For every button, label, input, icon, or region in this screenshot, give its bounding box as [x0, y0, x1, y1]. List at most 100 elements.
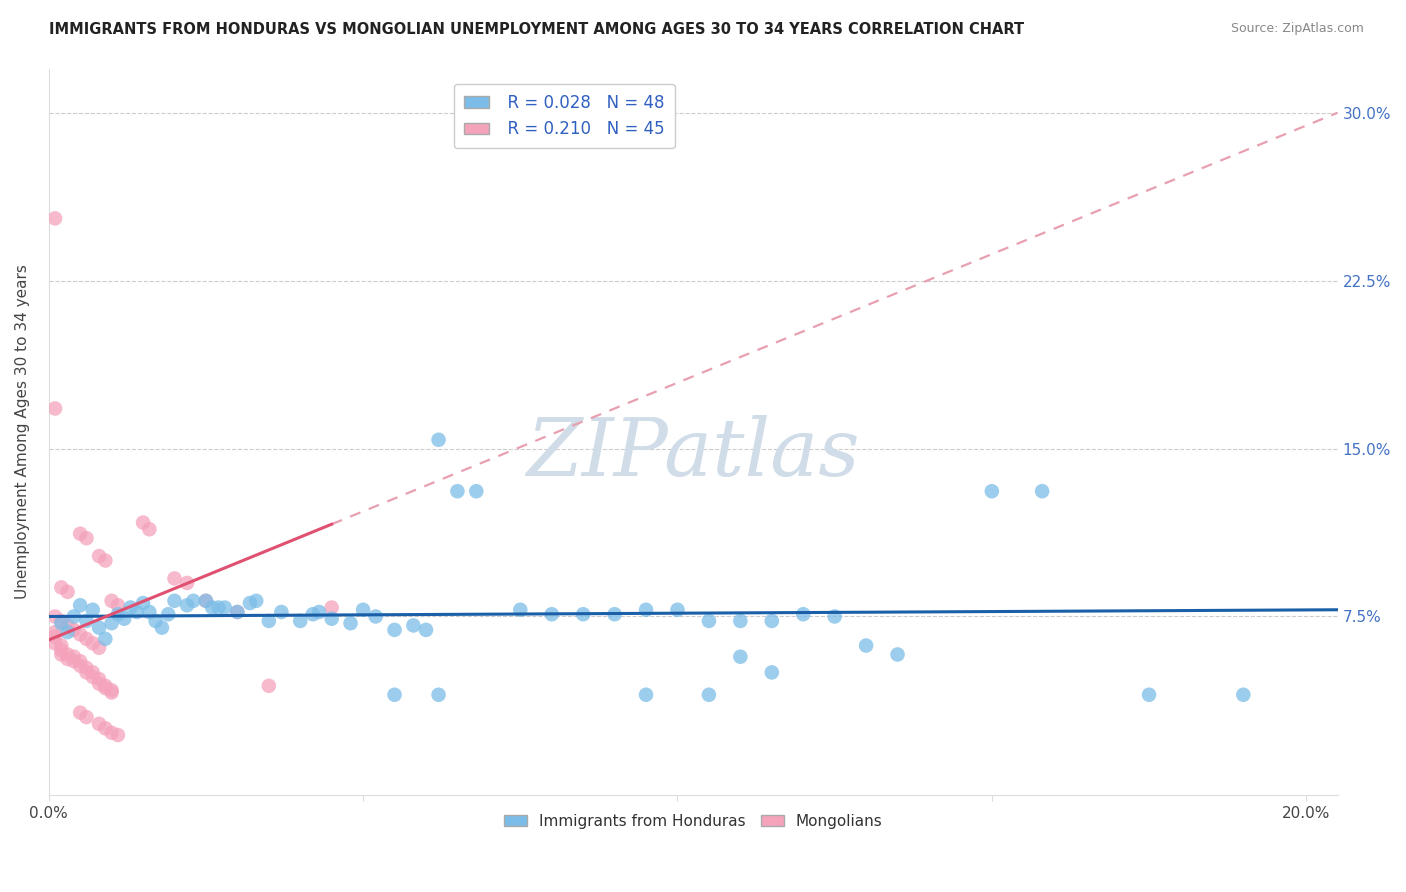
- Point: [339, 616, 361, 631]
- Point: [886, 648, 908, 662]
- Point: [730, 649, 752, 664]
- Point: [509, 603, 531, 617]
- Point: [163, 571, 186, 585]
- Point: [56, 648, 79, 662]
- Point: [634, 688, 657, 702]
- Point: [163, 594, 186, 608]
- Point: [87, 672, 110, 686]
- Point: [100, 594, 122, 608]
- Point: [634, 603, 657, 617]
- Text: Source: ZipAtlas.com: Source: ZipAtlas.com: [1230, 22, 1364, 36]
- Point: [76, 710, 98, 724]
- Point: [100, 616, 122, 631]
- Point: [308, 605, 330, 619]
- Point: [94, 681, 117, 695]
- Point: [51, 643, 73, 657]
- Point: [540, 607, 562, 622]
- Point: [82, 665, 104, 680]
- Point: [603, 607, 626, 622]
- Point: [792, 607, 814, 622]
- Point: [226, 605, 249, 619]
- Point: [257, 614, 280, 628]
- Point: [572, 607, 595, 622]
- Point: [87, 549, 110, 563]
- Point: [352, 603, 374, 617]
- Point: [183, 594, 205, 608]
- Point: [138, 522, 160, 536]
- Point: [125, 605, 148, 619]
- Point: [384, 623, 406, 637]
- Point: [1232, 688, 1254, 702]
- Point: [107, 607, 129, 622]
- Point: [364, 609, 387, 624]
- Point: [855, 639, 877, 653]
- Point: [44, 625, 66, 640]
- Point: [44, 401, 66, 416]
- Point: [427, 433, 450, 447]
- Point: [63, 649, 86, 664]
- Point: [666, 603, 689, 617]
- Point: [94, 679, 117, 693]
- Point: [150, 621, 173, 635]
- Point: [76, 632, 98, 646]
- Point: [56, 585, 79, 599]
- Point: [51, 648, 73, 662]
- Point: [51, 616, 73, 631]
- Point: [112, 612, 135, 626]
- Point: [44, 630, 66, 644]
- Point: [415, 623, 437, 637]
- Point: [321, 612, 343, 626]
- Point: [94, 632, 117, 646]
- Point: [176, 576, 198, 591]
- Legend: Immigrants from Honduras, Mongolians: Immigrants from Honduras, Mongolians: [498, 808, 889, 835]
- Point: [402, 618, 425, 632]
- Y-axis label: Unemployment Among Ages 30 to 34 years: Unemployment Among Ages 30 to 34 years: [15, 265, 30, 599]
- Point: [107, 599, 129, 613]
- Point: [94, 721, 117, 735]
- Point: [465, 484, 488, 499]
- Point: [76, 531, 98, 545]
- Point: [87, 640, 110, 655]
- Point: [824, 609, 846, 624]
- Point: [63, 623, 86, 637]
- Point: [69, 526, 91, 541]
- Point: [100, 725, 122, 739]
- Point: [63, 654, 86, 668]
- Point: [427, 688, 450, 702]
- Point: [100, 685, 122, 699]
- Point: [1031, 484, 1053, 499]
- Point: [239, 596, 262, 610]
- Point: [100, 683, 122, 698]
- Point: [51, 639, 73, 653]
- Point: [51, 614, 73, 628]
- Point: [257, 679, 280, 693]
- Point: [697, 688, 720, 702]
- Point: [87, 716, 110, 731]
- Point: [87, 621, 110, 635]
- Point: [194, 594, 217, 608]
- Point: [980, 484, 1002, 499]
- Text: IMMIGRANTS FROM HONDURAS VS MONGOLIAN UNEMPLOYMENT AMONG AGES 30 TO 34 YEARS COR: IMMIGRANTS FROM HONDURAS VS MONGOLIAN UN…: [49, 22, 1025, 37]
- Point: [76, 665, 98, 680]
- Point: [51, 581, 73, 595]
- Point: [176, 599, 198, 613]
- Point: [446, 484, 468, 499]
- Point: [69, 627, 91, 641]
- Point: [63, 609, 86, 624]
- Point: [132, 516, 155, 530]
- Point: [270, 605, 292, 619]
- Point: [94, 553, 117, 567]
- Point: [82, 670, 104, 684]
- Point: [245, 594, 267, 608]
- Point: [82, 603, 104, 617]
- Point: [226, 605, 249, 619]
- Point: [132, 596, 155, 610]
- Point: [120, 600, 142, 615]
- Point: [730, 614, 752, 628]
- Point: [76, 614, 98, 628]
- Point: [56, 618, 79, 632]
- Point: [82, 636, 104, 650]
- Point: [69, 599, 91, 613]
- Point: [87, 676, 110, 690]
- Point: [69, 658, 91, 673]
